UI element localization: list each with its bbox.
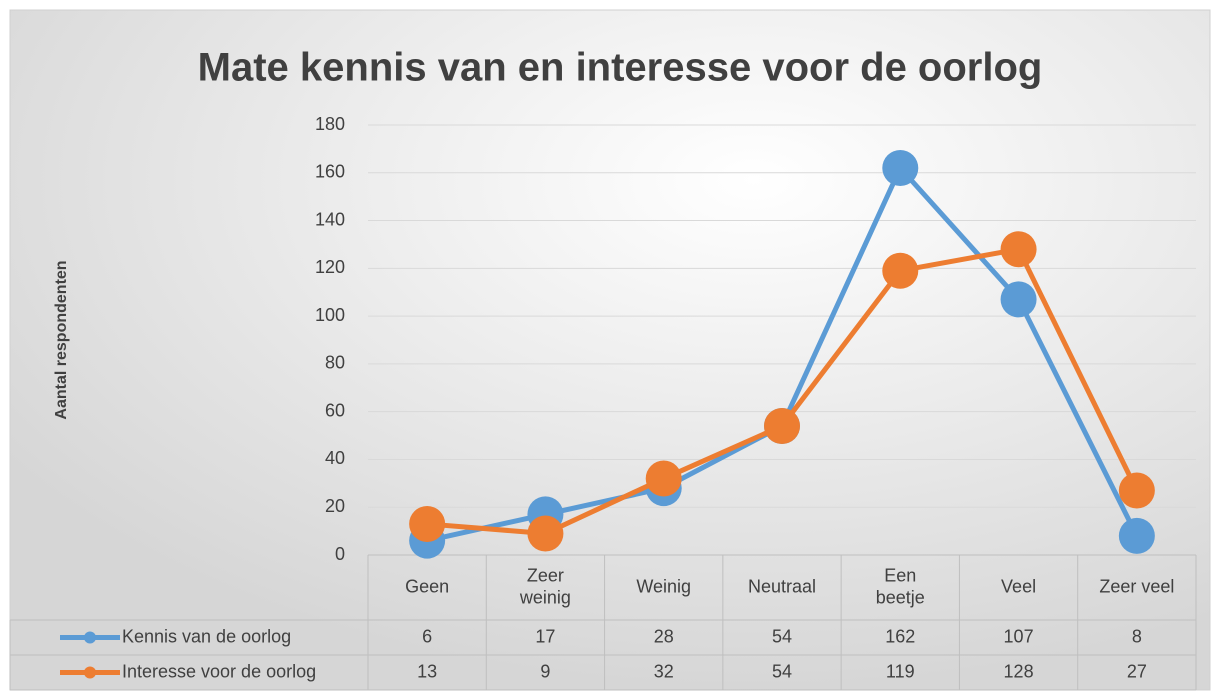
x-tick-label: Veel [1001, 576, 1036, 596]
table-value: 17 [535, 626, 555, 646]
legend-key-marker [84, 631, 96, 644]
chart-title: Mate kennis van en interesse voor de oor… [198, 46, 1043, 90]
data-point [1118, 472, 1155, 509]
table-value: 162 [885, 626, 915, 646]
table-value: 28 [654, 626, 674, 646]
x-tick-label: Een beetje [876, 565, 925, 607]
table-value: 32 [654, 661, 674, 681]
legend-label: Interesse voor de oorlog [122, 661, 316, 681]
y-tick-label: 100 [315, 305, 345, 325]
table-value: 128 [1004, 661, 1034, 681]
data-point [645, 460, 682, 497]
table-value: 6 [422, 626, 432, 646]
y-axis-title: Aantal respondenten [53, 260, 70, 419]
x-tick-label: Neutraal [748, 576, 816, 596]
table-value: 9 [540, 661, 550, 681]
chart-background [9, 9, 1211, 691]
table-value: 54 [772, 661, 792, 681]
y-tick-label: 60 [325, 400, 345, 420]
legend-label: Kennis van de oorlog [122, 626, 291, 646]
y-tick-label: 120 [315, 257, 345, 277]
legend-key-marker [84, 666, 96, 679]
y-tick-label: 160 [315, 162, 345, 182]
y-tick-label: 20 [325, 496, 345, 516]
y-tick-label: 180 [315, 114, 345, 134]
data-point [882, 150, 919, 186]
x-tick-label: Weinig [636, 576, 691, 596]
y-tick-label: 40 [325, 448, 345, 468]
table-value: 13 [417, 661, 437, 681]
x-tick-label: Geen [405, 576, 449, 596]
y-tick-label: 80 [325, 353, 345, 373]
data-point [1000, 281, 1037, 318]
x-tick-label: Zeer veel [1099, 576, 1174, 596]
x-tick-label: Zeer weinig [519, 565, 571, 607]
table-value: 107 [1004, 626, 1034, 646]
table-value: 8 [1132, 626, 1142, 646]
data-point [764, 408, 800, 444]
data-point [409, 505, 446, 542]
table-value: 27 [1127, 661, 1147, 681]
data-point [1000, 231, 1037, 268]
y-tick-label: 140 [315, 209, 345, 229]
data-point [882, 252, 919, 289]
data-point [1118, 517, 1155, 554]
data-point [527, 515, 564, 552]
table-value: 54 [772, 626, 792, 646]
table-value: 119 [886, 661, 915, 681]
y-tick-label: 0 [335, 544, 345, 564]
